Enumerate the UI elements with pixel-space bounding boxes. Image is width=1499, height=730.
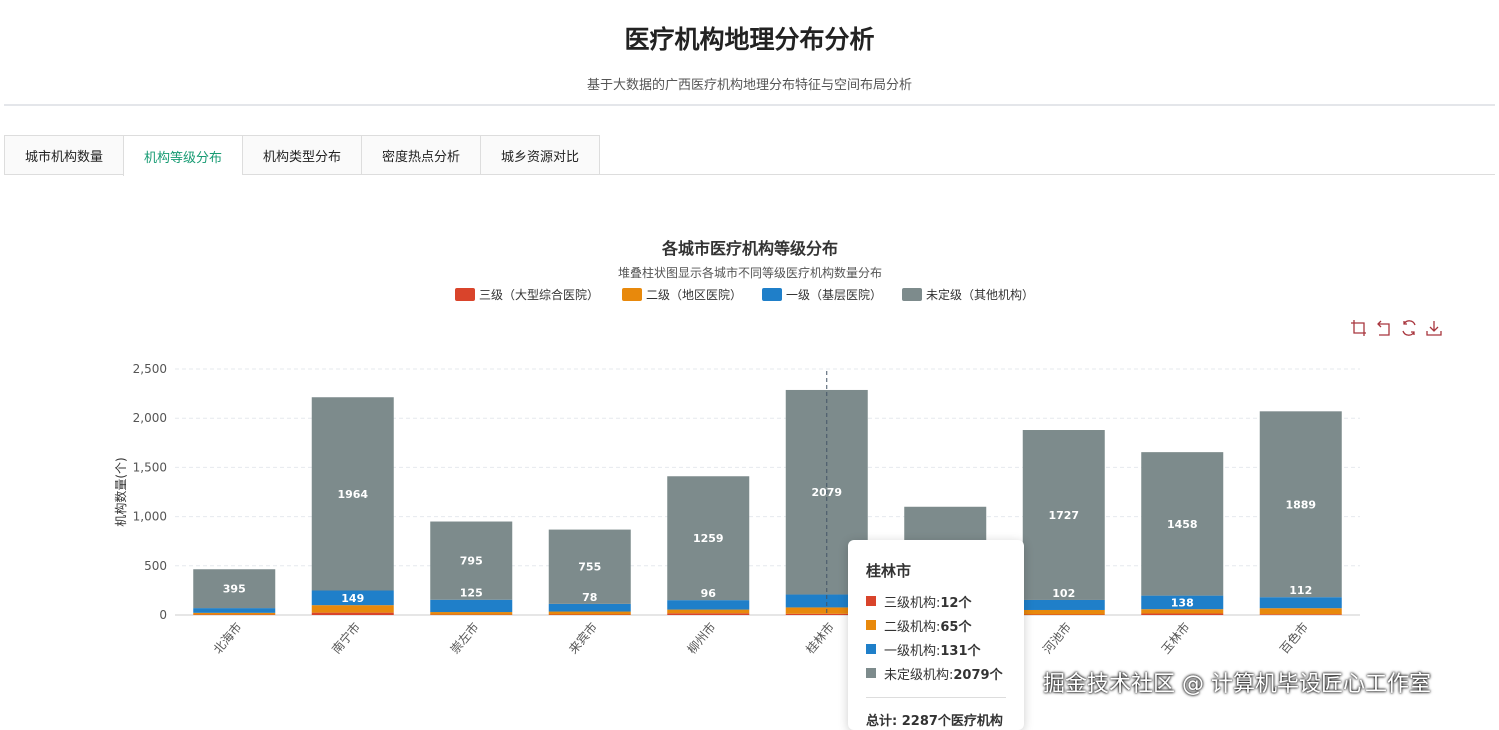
- bar-data-label: 1964: [337, 488, 368, 501]
- bar-data-label: 125: [460, 587, 483, 600]
- x-tick-label: 来宾市: [565, 619, 600, 656]
- bar-segment: [312, 613, 394, 615]
- y-tick-label: 1,500: [133, 460, 167, 474]
- x-tick-label: 桂林市: [802, 619, 837, 656]
- x-tick-label: 百色市: [1276, 619, 1311, 656]
- y-tick-label: 0: [159, 608, 167, 622]
- tooltip-label: 三级机构:: [884, 592, 940, 611]
- tooltip-row: 二级机构: 65个: [866, 613, 1006, 637]
- tooltip-value: 131个: [940, 640, 980, 659]
- bar-segment: [1141, 614, 1223, 615]
- bar-data-label: 755: [578, 561, 601, 574]
- tooltip-label: 二级机构:: [884, 616, 940, 635]
- bar-segment: [312, 605, 394, 612]
- bar-data-label: 1727: [1048, 509, 1079, 522]
- tooltip-total: 总计: 2287个医疗机构: [866, 697, 1006, 729]
- tooltip: 桂林市 三级机构: 12个二级机构: 65个一级机构: 131个未定级机构: 2…: [848, 540, 1024, 730]
- restore-icon[interactable]: [1403, 321, 1415, 335]
- legend-swatch: [762, 288, 782, 301]
- tooltip-label: 一级机构:: [884, 640, 940, 659]
- y-axis-label: 机构数量(个): [113, 457, 128, 526]
- bar-data-label: 1889: [1285, 498, 1316, 511]
- zoom-reset-icon[interactable]: [1378, 321, 1389, 335]
- bar-segment: [667, 613, 749, 615]
- bar-data-label: 1259: [693, 532, 724, 545]
- tooltip-row: 未定级机构: 2079个: [866, 661, 1006, 685]
- bar-data-label: 149: [341, 592, 364, 605]
- legend-swatch: [902, 288, 922, 301]
- legend-swatch: [455, 288, 475, 301]
- chart-title: 各城市医疗机构等级分布: [661, 239, 838, 258]
- legend-label: 二级（地区医院）: [646, 288, 742, 302]
- bar-segment: [549, 604, 631, 612]
- bar-segment: [1260, 597, 1342, 608]
- bar-data-label: 138: [1171, 596, 1194, 609]
- bar-data-label: 96: [701, 587, 717, 600]
- tooltip-label: 未定级机构:: [884, 664, 953, 683]
- bar-segment: [193, 613, 275, 615]
- bar-segment: [193, 608, 275, 613]
- y-tick-label: 2,500: [133, 362, 167, 376]
- chart-subtitle: 堆叠柱状图显示各城市不同等级医疗机构数量分布: [618, 265, 882, 280]
- watermark: 掘金技术社区 @ 计算机毕设匠心工作室: [1043, 666, 1431, 698]
- x-tick-label: 玉林市: [1158, 619, 1193, 656]
- bar-data-label: 102: [1052, 587, 1075, 600]
- bar-segment: [430, 600, 512, 612]
- legend-label: 三级（大型综合医院）: [479, 287, 599, 302]
- series-swatch: [866, 668, 876, 678]
- stacked-bar-chart: 各城市医疗机构等级分布堆叠柱状图显示各城市不同等级医疗机构数量分布三级（大型综合…: [0, 0, 1499, 715]
- y-tick-label: 2,000: [133, 411, 167, 425]
- tooltip-city: 桂林市: [866, 560, 1006, 581]
- bar-data-label: 395: [223, 583, 246, 596]
- x-tick-label: 柳州市: [684, 619, 719, 656]
- bar-data-label: 1458: [1167, 518, 1198, 531]
- legend-label: 未定级（其他机构）: [926, 287, 1034, 302]
- x-tick-label: 崇左市: [447, 619, 482, 656]
- legend-swatch: [622, 288, 642, 301]
- tooltip-row: 三级机构: 12个: [866, 589, 1006, 613]
- bar-data-label: 112: [1289, 584, 1312, 597]
- series-swatch: [866, 596, 876, 606]
- bar-segment: [1023, 600, 1105, 610]
- bar-segment: [667, 600, 749, 609]
- download-icon[interactable]: [1427, 321, 1441, 335]
- series-swatch: [866, 644, 876, 654]
- bar-segment: [667, 610, 749, 614]
- bar-segment: [1260, 608, 1342, 614]
- bar-segment: [430, 612, 512, 615]
- tooltip-value: 12个: [940, 592, 971, 611]
- x-tick-label: 河池市: [1039, 619, 1074, 656]
- bar-segment: [1260, 614, 1342, 615]
- zoom-icon[interactable]: [1351, 320, 1366, 336]
- tooltip-value: 65个: [940, 616, 971, 635]
- bar-data-label: 78: [582, 591, 597, 604]
- legend-label: 一级（基层医院）: [786, 288, 882, 302]
- tooltip-row: 一级机构: 131个: [866, 637, 1006, 661]
- bar-segment: [549, 612, 631, 615]
- y-tick-label: 1,000: [133, 510, 167, 524]
- bar-data-label: 795: [460, 555, 483, 568]
- y-tick-label: 500: [144, 559, 167, 573]
- series-swatch: [866, 620, 876, 630]
- bar-segment: [1141, 609, 1223, 613]
- bar-segment: [1023, 610, 1105, 615]
- x-tick-label: 南宁市: [328, 619, 363, 656]
- x-tick-label: 北海市: [210, 619, 245, 656]
- tooltip-value: 2079个: [953, 664, 1002, 683]
